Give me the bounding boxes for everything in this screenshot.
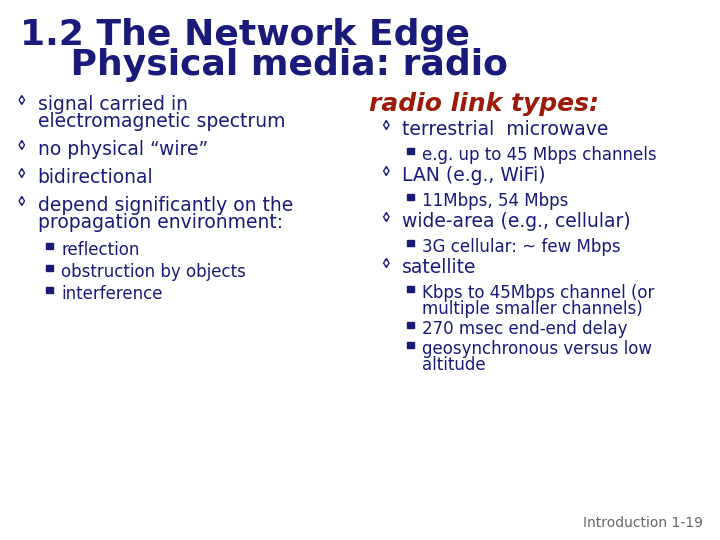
Polygon shape bbox=[384, 259, 389, 267]
Text: geosynchronous versus low: geosynchronous versus low bbox=[422, 340, 652, 358]
Text: altitude: altitude bbox=[422, 356, 485, 374]
Text: satellite: satellite bbox=[402, 258, 477, 277]
Text: Kbps to 45Mbps channel (or: Kbps to 45Mbps channel (or bbox=[422, 284, 654, 302]
Text: depend significantly on the: depend significantly on the bbox=[37, 196, 293, 215]
Text: LAN (e.g., WiFi): LAN (e.g., WiFi) bbox=[402, 166, 546, 185]
Text: wide-area (e.g., cellular): wide-area (e.g., cellular) bbox=[402, 212, 631, 231]
Text: interference: interference bbox=[61, 285, 163, 303]
Polygon shape bbox=[407, 286, 413, 292]
Polygon shape bbox=[385, 123, 387, 127]
Text: 11Mbps, 54 Mbps: 11Mbps, 54 Mbps bbox=[422, 192, 568, 210]
Polygon shape bbox=[385, 215, 387, 219]
Text: multiple smaller channels): multiple smaller channels) bbox=[422, 300, 643, 318]
Text: no physical “wire”: no physical “wire” bbox=[37, 140, 208, 159]
Polygon shape bbox=[21, 199, 23, 203]
Polygon shape bbox=[385, 261, 387, 265]
Text: 3G cellular: ~ few Mbps: 3G cellular: ~ few Mbps bbox=[422, 238, 621, 256]
Polygon shape bbox=[19, 96, 24, 105]
Text: obstruction by objects: obstruction by objects bbox=[61, 263, 246, 281]
Text: Physical media: radio: Physical media: radio bbox=[20, 48, 508, 82]
Polygon shape bbox=[407, 342, 413, 348]
Text: terrestrial  microwave: terrestrial microwave bbox=[402, 120, 608, 139]
Text: 1.2 The Network Edge: 1.2 The Network Edge bbox=[20, 18, 469, 52]
Polygon shape bbox=[384, 120, 389, 130]
Text: Introduction 1-19: Introduction 1-19 bbox=[583, 516, 703, 530]
Text: signal carried in: signal carried in bbox=[37, 95, 188, 114]
Polygon shape bbox=[407, 240, 413, 246]
Polygon shape bbox=[407, 322, 413, 328]
Polygon shape bbox=[19, 168, 24, 178]
Polygon shape bbox=[19, 140, 24, 150]
Text: radio link types:: radio link types: bbox=[369, 92, 600, 116]
Text: bidirectional: bidirectional bbox=[37, 168, 153, 187]
Text: 270 msec end-end delay: 270 msec end-end delay bbox=[422, 320, 628, 338]
Polygon shape bbox=[46, 265, 53, 271]
Polygon shape bbox=[385, 169, 387, 173]
Text: propagation environment:: propagation environment: bbox=[37, 213, 283, 232]
Polygon shape bbox=[21, 171, 23, 175]
Polygon shape bbox=[21, 143, 23, 147]
Polygon shape bbox=[384, 166, 389, 176]
Text: reflection: reflection bbox=[61, 241, 140, 259]
Polygon shape bbox=[384, 213, 389, 221]
Polygon shape bbox=[19, 197, 24, 206]
Text: electromagnetic spectrum: electromagnetic spectrum bbox=[37, 112, 285, 131]
Text: e.g. up to 45 Mbps channels: e.g. up to 45 Mbps channels bbox=[422, 146, 657, 164]
Polygon shape bbox=[46, 287, 53, 293]
Polygon shape bbox=[407, 148, 413, 153]
Polygon shape bbox=[46, 244, 53, 248]
Polygon shape bbox=[407, 194, 413, 200]
Polygon shape bbox=[21, 98, 23, 102]
